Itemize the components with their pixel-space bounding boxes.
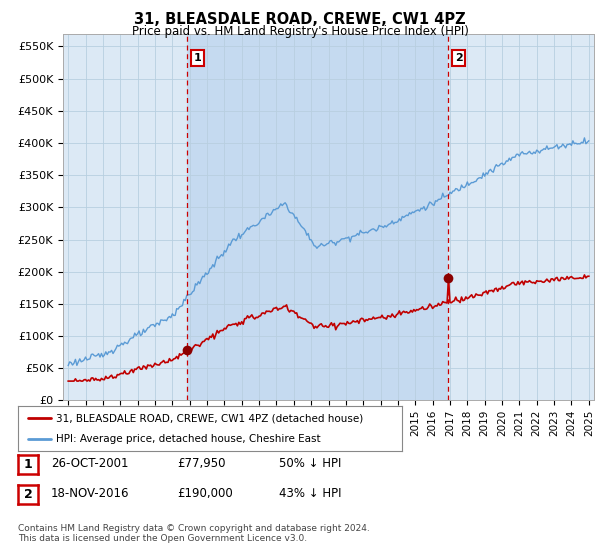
Text: 2: 2 — [23, 488, 32, 501]
Text: 50% ↓ HPI: 50% ↓ HPI — [279, 457, 341, 470]
Text: 2: 2 — [455, 53, 463, 63]
Text: £190,000: £190,000 — [177, 487, 233, 501]
Text: 1: 1 — [193, 53, 201, 63]
Text: 43% ↓ HPI: 43% ↓ HPI — [279, 487, 341, 501]
Text: Price paid vs. HM Land Registry's House Price Index (HPI): Price paid vs. HM Land Registry's House … — [131, 25, 469, 38]
Text: 18-NOV-2016: 18-NOV-2016 — [51, 487, 130, 501]
Text: 26-OCT-2001: 26-OCT-2001 — [51, 457, 128, 470]
Text: This data is licensed under the Open Government Licence v3.0.: This data is licensed under the Open Gov… — [18, 534, 307, 543]
Bar — [187, 34, 448, 400]
Text: 31, BLEASDALE ROAD, CREWE, CW1 4PZ (detached house): 31, BLEASDALE ROAD, CREWE, CW1 4PZ (deta… — [56, 413, 364, 423]
Text: 31, BLEASDALE ROAD, CREWE, CW1 4PZ: 31, BLEASDALE ROAD, CREWE, CW1 4PZ — [134, 12, 466, 27]
Text: 1: 1 — [23, 458, 32, 471]
Text: HPI: Average price, detached house, Cheshire East: HPI: Average price, detached house, Ches… — [56, 433, 321, 444]
Text: £77,950: £77,950 — [177, 457, 226, 470]
Text: Contains HM Land Registry data © Crown copyright and database right 2024.: Contains HM Land Registry data © Crown c… — [18, 524, 370, 533]
